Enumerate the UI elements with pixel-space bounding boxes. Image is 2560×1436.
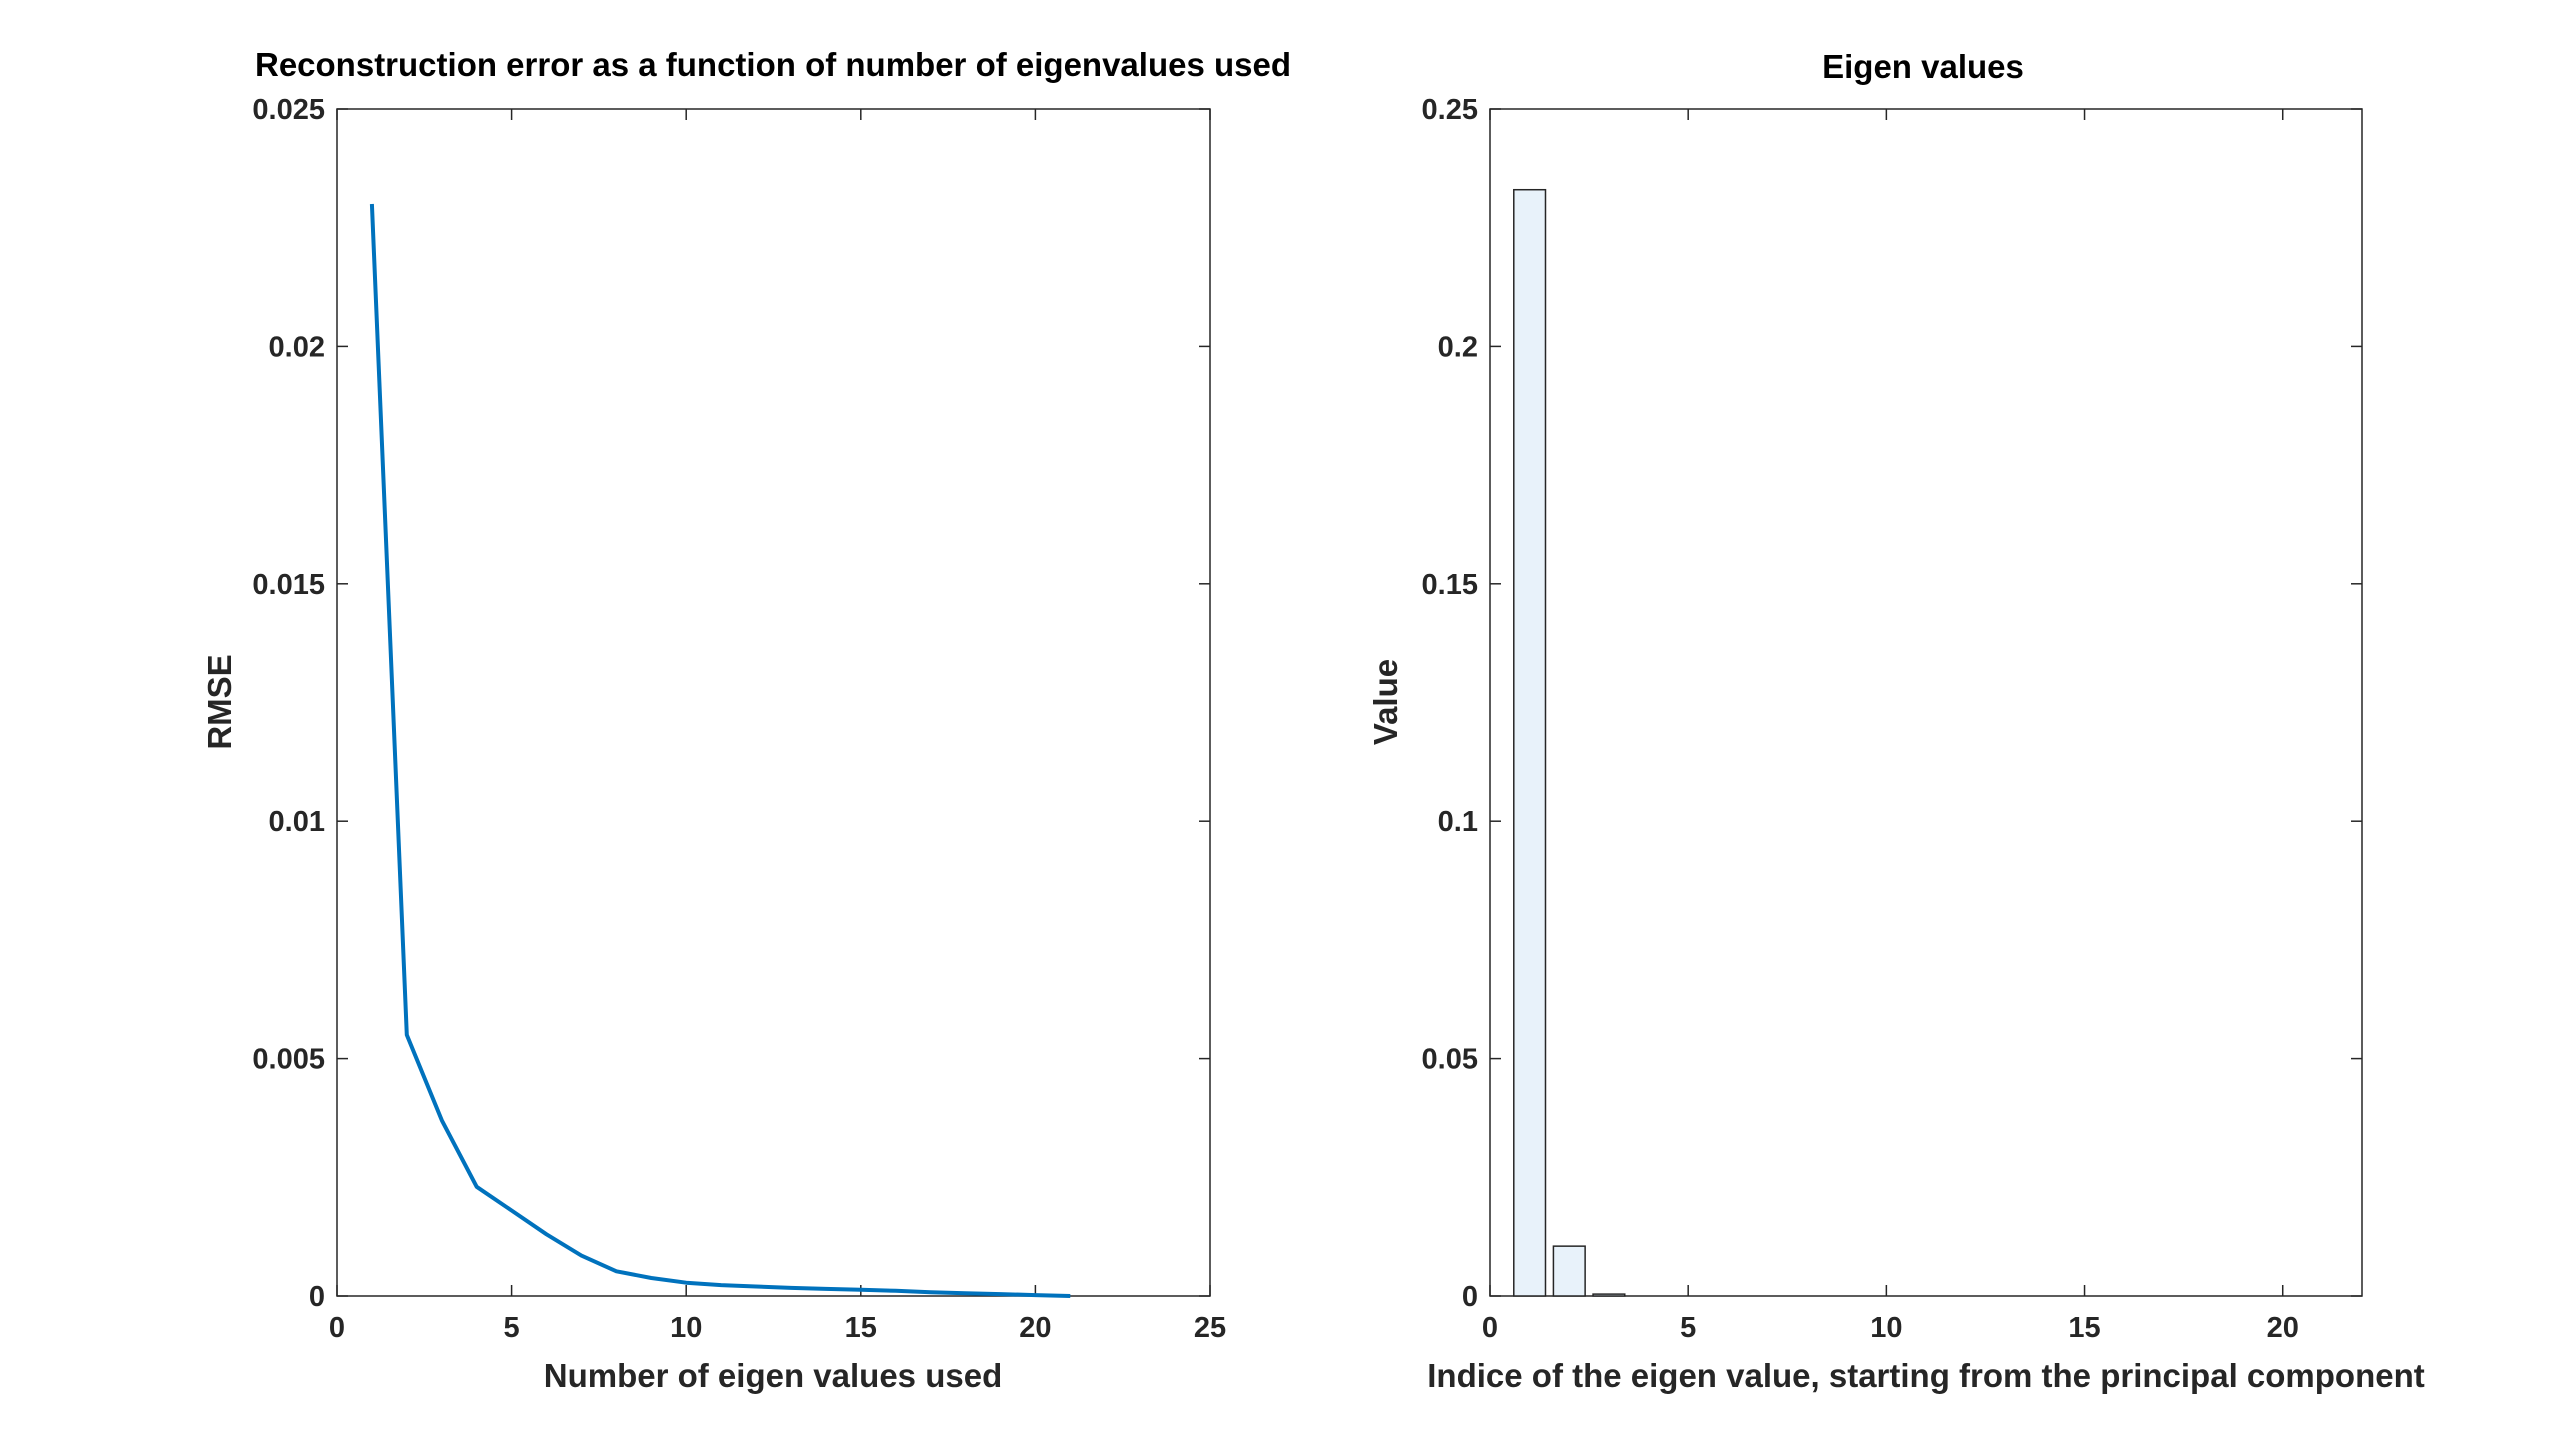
eigenvalue-bar-chart: Eigen values 0 5 10 15 20 0 0.05 0.1 0.15 0.2 0.25…	[1367, 48, 2425, 1394]
right-y-tick-label: 0.1	[1438, 806, 1478, 838]
left-chart-title: Reconstruction error as a function of nu…	[255, 46, 1291, 83]
left-x-tick-label: 10	[670, 1312, 702, 1344]
right-axis-ticks: 0 5 10 15 20 0 0.05 0.1 0.15 0.2 0.25	[1422, 94, 2362, 1344]
left-x-tick-label: 20	[1019, 1312, 1051, 1344]
right-y-tick-label: 0	[1462, 1281, 1478, 1313]
right-y-tick-label: 0.05	[1422, 1044, 1478, 1076]
left-x-axis-label: Number of eigen values used	[544, 1357, 1002, 1394]
left-y-tick-label: 0.005	[252, 1044, 325, 1076]
left-x-tick-label: 25	[1194, 1312, 1226, 1344]
right-y-tick-label: 0.15	[1422, 569, 1478, 601]
left-y-tick-label: 0.01	[269, 806, 325, 838]
left-y-tick-label: 0.025	[252, 94, 325, 126]
right-y-axis-label: Value	[1367, 659, 1404, 745]
eigenvalue-bar	[1552, 1245, 1586, 1297]
rmse-line-chart: Reconstruction error as a function of nu…	[201, 46, 1291, 1394]
right-x-tick-label: 5	[1680, 1312, 1696, 1344]
left-x-tick-label: 0	[329, 1312, 345, 1344]
left-axis-ticks: 0 5 10 15 20 25 0 0.005 0.01 0.015 0.02 0.025	[252, 94, 1226, 1344]
right-x-tick-label: 15	[2068, 1312, 2100, 1344]
right-y-tick-label: 0.25	[1422, 94, 1478, 126]
right-x-tick-label: 10	[1870, 1312, 1902, 1344]
rmse-series-line	[369, 203, 1071, 1298]
eigenvalue-bar	[1592, 1293, 1626, 1297]
left-x-tick-label: 5	[504, 1312, 520, 1344]
right-y-tick-label: 0.2	[1438, 331, 1478, 363]
left-y-tick-label: 0	[309, 1281, 325, 1313]
right-x-tick-label: 20	[2267, 1312, 2299, 1344]
right-chart-title: Eigen values	[1822, 48, 2024, 85]
left-data-layer	[369, 203, 1071, 1298]
right-x-axis-label: Indice of the eigen value, starting from…	[1427, 1357, 2424, 1394]
right-data-layer	[1513, 188, 1626, 1297]
right-plot-area	[1489, 108, 2363, 1297]
left-y-tick-label: 0.015	[252, 569, 325, 601]
left-plot-area	[336, 108, 1211, 1297]
eigenvalue-bar	[1513, 188, 1547, 1297]
left-y-tick-label: 0.02	[269, 331, 325, 363]
left-y-axis-label: RMSE	[201, 654, 238, 749]
left-x-tick-label: 15	[845, 1312, 877, 1344]
right-x-tick-label: 0	[1482, 1312, 1498, 1344]
